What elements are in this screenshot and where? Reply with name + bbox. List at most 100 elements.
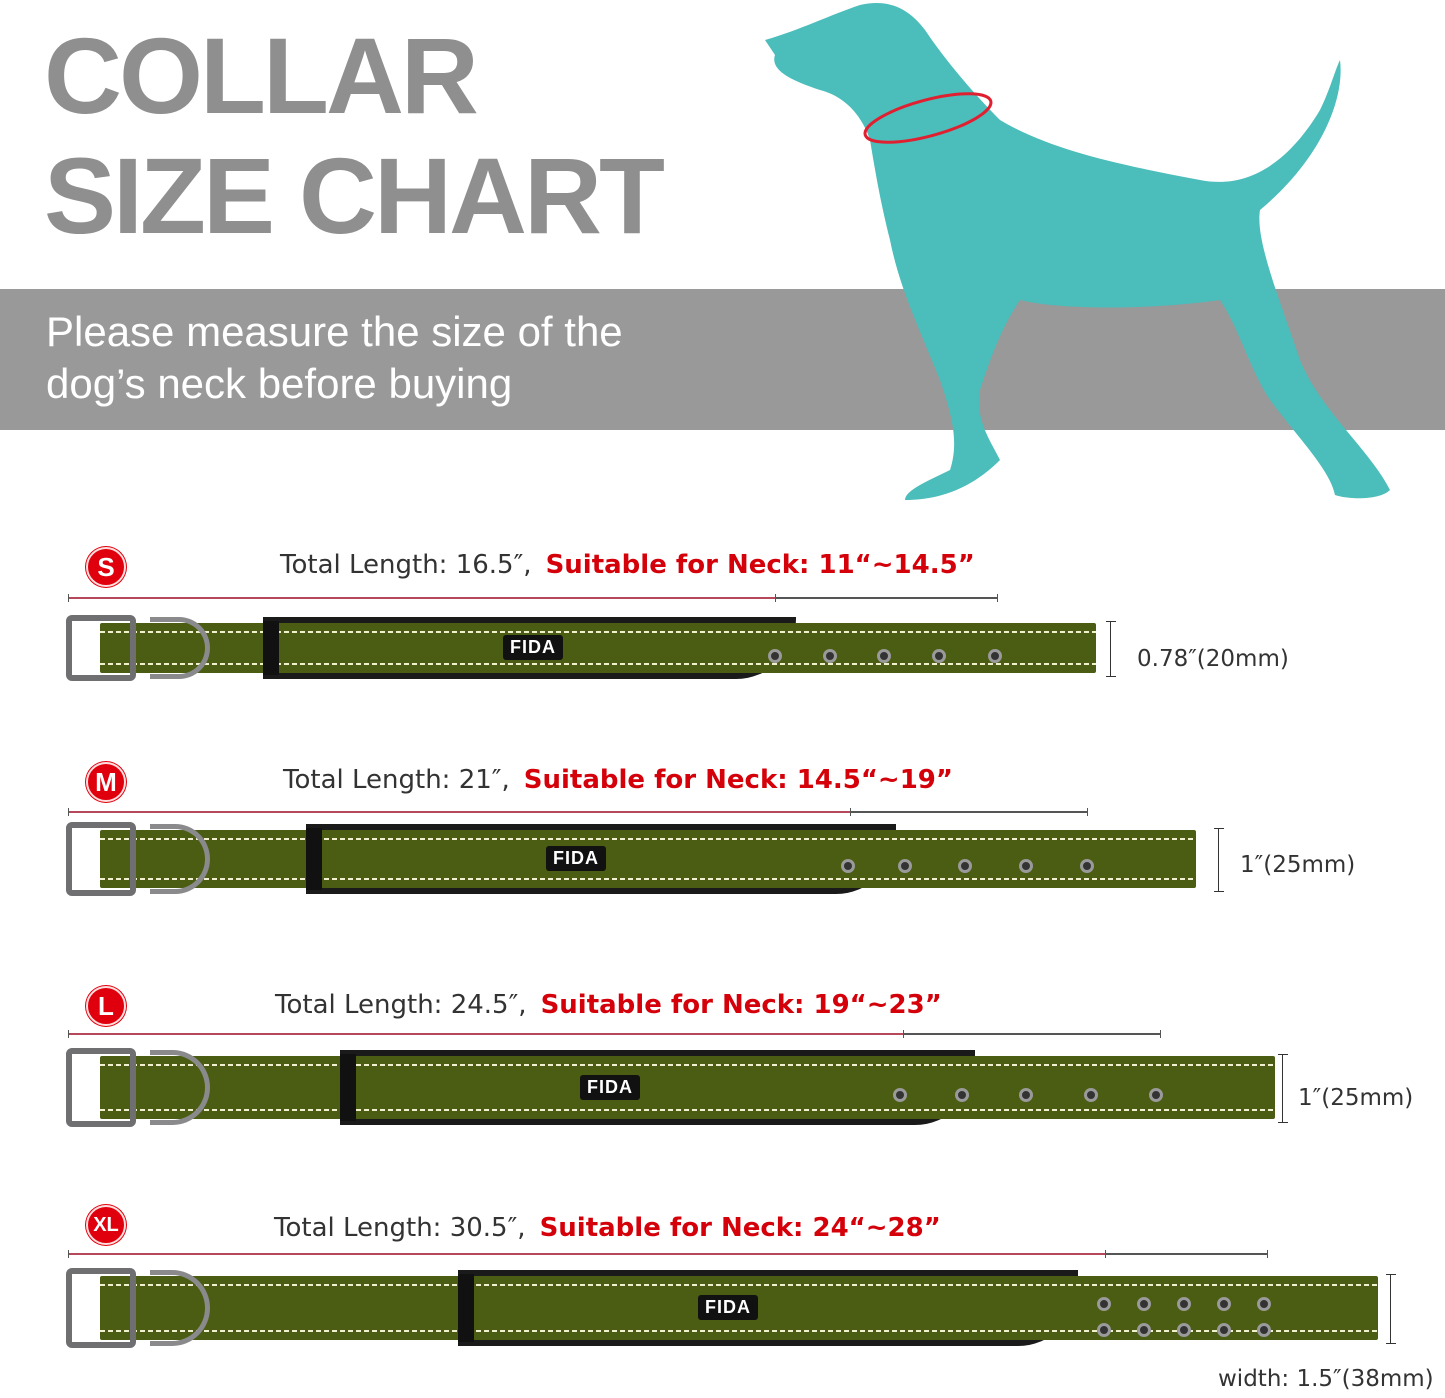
d-ring-icon: [150, 617, 210, 679]
total-length-line: [68, 597, 775, 599]
brand-logo: FIDA: [503, 635, 563, 660]
width-marker: [1106, 621, 1116, 677]
collar-width: 0.78″(20mm): [1137, 646, 1289, 672]
brand-logo: FIDA: [580, 1074, 640, 1100]
size-badge: XL: [86, 1205, 126, 1245]
buckle-icon: [66, 1268, 136, 1348]
d-ring-icon: [150, 1270, 210, 1346]
buckle-icon: [66, 615, 136, 681]
collar-hole: [1019, 1088, 1033, 1102]
collar-hole: [955, 1088, 969, 1102]
collar-strap: [100, 830, 1196, 888]
neck-range-line: [775, 597, 997, 599]
reflective-stitch: [100, 1064, 1275, 1066]
width-marker: [1386, 1274, 1396, 1344]
line-tick: [997, 594, 998, 602]
collar-hole: [1177, 1297, 1191, 1311]
collar-hole: [1217, 1297, 1231, 1311]
total-length-line: [68, 1253, 1105, 1255]
subtitle: Please measure the size of the dog’s nec…: [46, 306, 623, 410]
collar-hole: [1080, 859, 1094, 873]
collar-hole: [877, 649, 891, 663]
width-marker: [1214, 828, 1224, 892]
dog-silhouette-icon: [765, 2, 1390, 501]
title-line-1: COLLAR: [44, 15, 479, 136]
size-info: Total Length: 16.5″, Suitable for Neck: 1…: [280, 550, 975, 580]
size-badge: S: [86, 547, 126, 587]
total-length: Total Length: 24.5″,: [275, 990, 527, 1020]
collar-hole: [1097, 1297, 1111, 1311]
title-line-2: SIZE CHART: [44, 135, 665, 256]
collar-strap: [100, 623, 1096, 673]
neck-range: Suitable for Neck: 11“~14.5”: [545, 550, 975, 580]
width-marker: [1278, 1054, 1288, 1123]
collar-strap: [100, 1056, 1275, 1119]
total-length-line: [68, 1033, 903, 1035]
size-info: Total Length: 30.5″, Suitable for Neck: 2…: [274, 1213, 941, 1243]
collar-hole: [1177, 1323, 1191, 1337]
reflective-stitch: [100, 1109, 1275, 1111]
subtitle-line-1: Please measure the size of the: [46, 308, 623, 355]
collar-hole: [958, 859, 972, 873]
collar-hole: [1257, 1297, 1271, 1311]
d-ring-icon: [150, 1050, 210, 1125]
line-tick: [1160, 1030, 1161, 1038]
collar-keeper: [263, 621, 279, 675]
total-length: Total Length: 16.5″,: [280, 550, 532, 580]
line-tick: [1087, 808, 1088, 816]
collar-width: width: 1.5″(38mm): [1218, 1366, 1434, 1392]
buckle-icon: [66, 822, 136, 896]
size-info: Total Length: 24.5″, Suitable for Neck: 1…: [275, 990, 942, 1020]
collar-hole: [1137, 1297, 1151, 1311]
collar-hole: [1149, 1088, 1163, 1102]
buckle-icon: [66, 1048, 136, 1127]
collar-keeper: [306, 828, 322, 890]
reflective-stitch: [100, 838, 1196, 840]
brand-logo: FIDA: [546, 846, 606, 871]
collar-hole: [1217, 1323, 1231, 1337]
collar-hole: [841, 859, 855, 873]
brand-logo: FIDA: [698, 1295, 758, 1320]
line-tick: [903, 1030, 904, 1038]
collar-hole: [1137, 1323, 1151, 1337]
size-badge: L: [86, 986, 126, 1026]
reflective-stitch: [100, 631, 1096, 633]
line-tick: [68, 594, 69, 602]
collar-hole: [1084, 1088, 1098, 1102]
line-tick: [68, 1250, 69, 1258]
neck-range-line: [903, 1033, 1160, 1035]
reflective-stitch: [100, 663, 1096, 665]
neck-range: Suitable for Neck: 19“~23”: [540, 990, 942, 1020]
reflective-stitch: [100, 878, 1196, 880]
neck-range-line: [1105, 1253, 1267, 1255]
collar-hole: [988, 649, 1002, 663]
line-tick: [775, 594, 776, 602]
collar-hole: [823, 649, 837, 663]
neck-range: Suitable for Neck: 24“~28”: [539, 1213, 941, 1243]
line-tick: [1267, 1250, 1268, 1258]
collar-width: 1″(25mm): [1298, 1085, 1414, 1111]
total-length: Total Length: 30.5″,: [274, 1213, 526, 1243]
subtitle-band: [0, 289, 1445, 430]
subtitle-line-2: dog’s neck before buying: [46, 360, 513, 407]
collar-hole: [1019, 859, 1033, 873]
reflective-stitch: [100, 1284, 1378, 1286]
neck-range: Suitable for Neck: 14.5“~19”: [523, 765, 953, 795]
collar-keeper: [340, 1054, 356, 1121]
line-tick: [68, 808, 69, 816]
collar-hole: [1257, 1323, 1271, 1337]
collar-keeper: [458, 1274, 474, 1342]
line-tick: [850, 808, 851, 816]
total-length-line: [68, 811, 850, 813]
neck-range-line: [850, 811, 1087, 813]
line-tick: [68, 1030, 69, 1038]
collar-hole: [932, 649, 946, 663]
total-length: Total Length: 21″,: [283, 765, 510, 795]
line-tick: [1105, 1250, 1106, 1258]
collar-hole: [898, 859, 912, 873]
d-ring-icon: [150, 824, 210, 894]
size-badge: M: [86, 762, 126, 802]
collar-hole: [1097, 1323, 1111, 1337]
size-info: Total Length: 21″, Suitable for Neck: 14.…: [283, 765, 953, 795]
collar-hole: [768, 649, 782, 663]
